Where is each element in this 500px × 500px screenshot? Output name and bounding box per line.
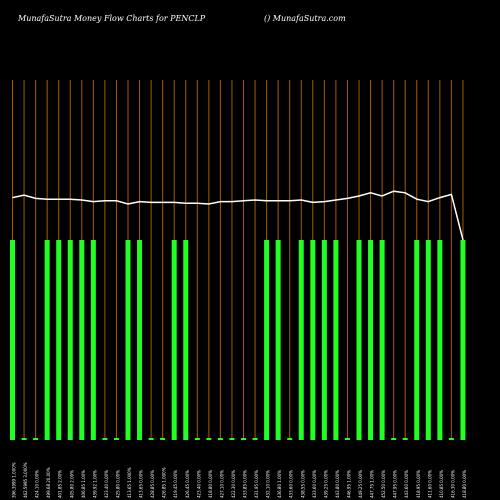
x-tick-label: 406.85 1.00%: [81, 470, 86, 498]
bar: [241, 438, 246, 440]
bar: [391, 438, 397, 440]
money-flow-line: [12, 190, 464, 241]
x-tick-label: 418.80 0.00%: [208, 470, 213, 498]
bar: [344, 438, 350, 440]
bar: [321, 240, 327, 440]
bar: [229, 438, 235, 440]
x-tick-label: 423.40 0.00%: [104, 470, 109, 498]
x-tick-label: 411.60 0.00%: [427, 470, 432, 498]
x-tick-label: 447.75 1.00%: [370, 470, 375, 498]
x-tick-label: 443.80 0.00%: [335, 470, 340, 498]
bar: [160, 438, 166, 440]
x-tick-label: 433.60 0.00%: [312, 470, 317, 498]
x-tick-label: 418.80 0.00%: [462, 470, 467, 498]
bar: [252, 438, 258, 440]
x-tick-label: 427.10 0.00%: [219, 470, 224, 498]
bar: [368, 240, 374, 440]
bar: [298, 240, 304, 440]
x-tick-label: 405.80 2.00%: [69, 470, 74, 498]
x-tick-label: 413.65 0.00%: [139, 470, 144, 498]
x-tick-label: 425.80 0.00%: [115, 470, 120, 498]
bar: [79, 240, 85, 440]
bar: [206, 438, 212, 440]
bar: [310, 240, 316, 440]
bar: [194, 438, 200, 440]
x-tick-label: 426.45 0.00%: [185, 470, 190, 498]
bar: [356, 240, 362, 440]
bar: [402, 438, 408, 440]
bar: [414, 240, 420, 440]
x-tick-label: 433.85 0.00%: [243, 470, 248, 498]
x-tick-label: 462.5995 3.000%: [23, 462, 28, 498]
bar: [171, 240, 177, 440]
x-tick-label: 418.95 0.00%: [416, 470, 421, 498]
x-tick-label: 424.10 0.00%: [35, 470, 40, 498]
bar: [90, 240, 96, 440]
x-tick-label: 422.30 0.00%: [231, 470, 236, 498]
x-tick-label: 432.10 0.00%: [266, 470, 271, 498]
bar: [102, 438, 108, 440]
bar: [425, 240, 431, 440]
x-tick-label: 447.95 0.00%: [393, 470, 398, 498]
bar: [148, 438, 154, 440]
bar: [56, 240, 62, 440]
bar: [264, 240, 270, 440]
bar: [125, 240, 131, 440]
x-tick-label: 446.95 1.00%: [346, 470, 351, 498]
x-tick-label: 410.85 0.00%: [439, 470, 444, 498]
x-tick-label: 413.65 1.000%: [127, 467, 132, 498]
bar: [21, 438, 27, 440]
bar: [10, 240, 15, 440]
x-tick-label: 436.80 1.00%: [277, 470, 282, 498]
bar: [379, 240, 385, 440]
site-credit: () MunafaSutra.com: [264, 14, 346, 23]
bar: [44, 240, 50, 440]
x-tick-label: 423.40 0.00%: [196, 470, 201, 498]
x-tick-label: 419.45 0.00%: [173, 470, 178, 498]
bar: [33, 438, 39, 440]
x-tick-label: 499.68 20.00%: [46, 467, 51, 498]
x-tick-label: 438.55 0.00%: [300, 470, 305, 498]
bar: [287, 438, 293, 440]
bar: [275, 240, 281, 440]
x-tick-label: 416.30 0.00%: [450, 470, 455, 498]
x-tick-label: 401.85 2.00%: [58, 470, 63, 498]
bar: [437, 240, 443, 440]
x-tick-label: 433.60 0.00%: [289, 470, 294, 498]
bar: [67, 240, 73, 440]
chart-title: MunafaSutra Money Flow Charts for PENCLP: [18, 14, 206, 23]
bar: [113, 438, 119, 440]
x-tick-label: 439.25 0.00%: [323, 470, 328, 498]
x-tick-label: 439.92 1.00%: [92, 470, 97, 498]
x-tick-label: 428.85 0.00%: [150, 470, 155, 498]
x-tick-label: 396.3999 1.000%: [12, 462, 17, 498]
bar: [460, 240, 466, 440]
bar: [137, 240, 143, 440]
bar: [217, 438, 223, 440]
x-tick-label: 431.95 0.00%: [254, 470, 259, 498]
bar: [333, 240, 339, 440]
x-tick-label: 426.85 1.000%: [162, 467, 167, 498]
bar: [183, 240, 189, 440]
bar: [448, 438, 454, 440]
x-tick-label: 449.25 0.00%: [358, 470, 363, 498]
x-tick-label: 452.50 0.00%: [381, 470, 386, 498]
x-tick-label: 443.60 0.00%: [404, 470, 409, 498]
